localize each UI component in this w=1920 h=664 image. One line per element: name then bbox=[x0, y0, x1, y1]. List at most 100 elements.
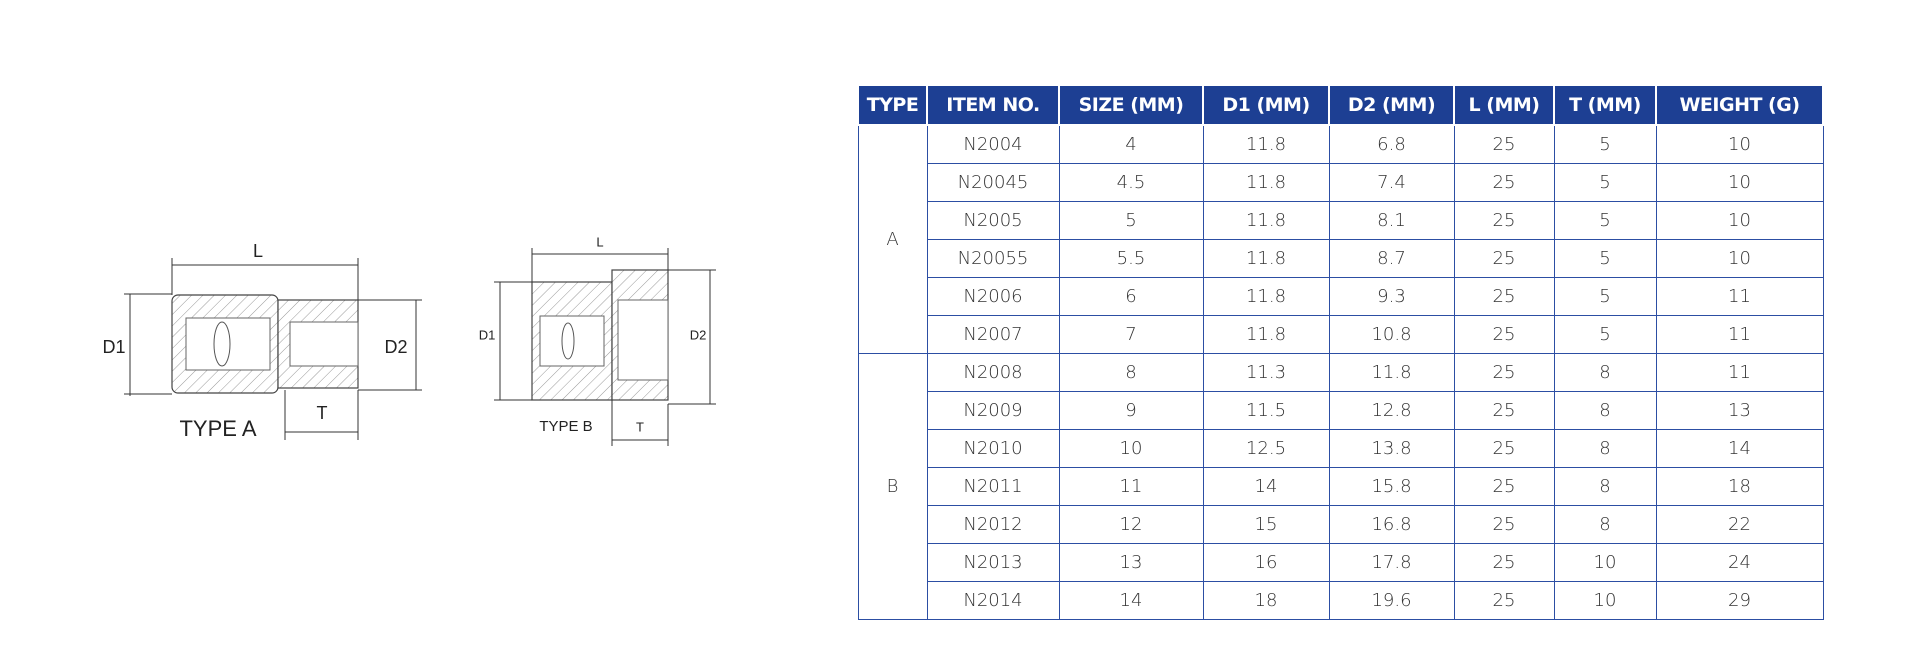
table-cell: 5 bbox=[1553, 163, 1657, 202]
column-header: WEIGHT (G) bbox=[1655, 86, 1824, 126]
table-cell: 11 bbox=[1058, 467, 1204, 506]
table-cell: N2013 bbox=[926, 543, 1060, 582]
table-cell: 19.6 bbox=[1328, 581, 1455, 620]
socket-hole bbox=[561, 322, 575, 360]
dim-label: T bbox=[636, 419, 644, 434]
table-cell: 16 bbox=[1202, 543, 1330, 582]
table-cell: 11.3 bbox=[1202, 353, 1330, 392]
table-cell: 9 bbox=[1058, 391, 1204, 430]
table-cell: 14 bbox=[1655, 429, 1824, 468]
diagram-caption: TYPE A bbox=[179, 416, 256, 441]
table-cell: 11.8 bbox=[1202, 315, 1330, 354]
table-cell: 16.8 bbox=[1328, 505, 1455, 544]
table-cell: 13 bbox=[1655, 391, 1824, 430]
table-cell: 25 bbox=[1453, 277, 1555, 316]
table-cell: N20055 bbox=[926, 239, 1060, 278]
table-row: N2007 7 11.8 10.8 25 5 11 bbox=[858, 315, 1824, 354]
table-row: N2009 9 11.5 12.8 25 8 13 bbox=[858, 391, 1824, 430]
table-cell: 18 bbox=[1655, 467, 1824, 506]
column-header: SIZE (MM) bbox=[1058, 86, 1204, 126]
table-cell: N2006 bbox=[926, 277, 1060, 316]
column-header: D1 (MM) bbox=[1202, 86, 1330, 126]
table-row: N2013 13 16 17.8 25 10 24 bbox=[858, 543, 1824, 582]
table-cell: 8 bbox=[1553, 505, 1657, 544]
table-cell: 8 bbox=[1553, 429, 1657, 468]
table-cell: N2012 bbox=[926, 505, 1060, 544]
table-cell: 5 bbox=[1553, 124, 1657, 164]
table-cell: N2008 bbox=[926, 353, 1060, 392]
table-cell: 24 bbox=[1655, 543, 1824, 582]
table-cell: 25 bbox=[1453, 353, 1555, 392]
column-header: ITEM NO. bbox=[926, 86, 1060, 126]
dim-label: D2 bbox=[384, 337, 407, 357]
table-cell: 25 bbox=[1453, 391, 1555, 430]
table-row: A N2004 4 11.8 6.8 25 5 10 bbox=[857, 124, 1824, 354]
table-cell: 25 bbox=[1453, 124, 1555, 164]
table-cell: N2004 bbox=[926, 124, 1060, 164]
drive-bore bbox=[289, 321, 359, 367]
table-cell: 12 bbox=[1058, 505, 1204, 544]
table-cell: 18 bbox=[1202, 581, 1330, 620]
header-row: TYPE ITEM NO. SIZE (MM) D1 (MM) D2 (MM) L (MM… bbox=[857, 86, 1824, 126]
table-body: A N2004 4 11.8 6.8 25 5 10 N20045 4.5 11.8 7.4 25 5 10… bbox=[857, 124, 1824, 620]
table-cell: 11.8 bbox=[1202, 239, 1330, 278]
table-cell: 8.7 bbox=[1328, 239, 1455, 278]
table-row: N2011 11 14 15.8 25 8 18 bbox=[858, 467, 1824, 506]
table-row: N2006 6 11.8 9.3 25 5 11 bbox=[858, 277, 1824, 316]
table-row: N20055 5.5 11.8 8.7 25 5 10 bbox=[858, 239, 1824, 278]
table-row: N20045 4.5 11.8 7.4 25 5 10 bbox=[858, 163, 1824, 202]
table-cell: 10 bbox=[1655, 163, 1824, 202]
socket-hole bbox=[213, 321, 231, 367]
table-cell: 11.8 bbox=[1202, 124, 1330, 164]
table-cell: 25 bbox=[1453, 505, 1555, 544]
table-cell: N2009 bbox=[926, 391, 1060, 430]
table-cell: 25 bbox=[1453, 467, 1555, 506]
table-cell: 25 bbox=[1453, 201, 1555, 240]
table-cell: 8 bbox=[1553, 391, 1657, 430]
table-cell: 15 bbox=[1202, 505, 1330, 544]
table-cell: 6.8 bbox=[1328, 124, 1455, 164]
table-cell: 4 bbox=[1058, 124, 1204, 164]
table-cell: 13 bbox=[1058, 543, 1204, 582]
table-cell: 5 bbox=[1553, 201, 1657, 240]
table-row: B N2008 8 11.3 11.8 25 8 11 bbox=[857, 353, 1824, 620]
table-cell: 6 bbox=[1058, 277, 1204, 316]
table-cell: 11 bbox=[1655, 315, 1824, 354]
table-cell: 8 bbox=[1553, 353, 1657, 392]
table-cell: 10 bbox=[1655, 239, 1824, 278]
table-cell: 12.8 bbox=[1328, 391, 1455, 430]
table-cell: 15.8 bbox=[1328, 467, 1455, 506]
spec-table: TYPE ITEM NO. SIZE (MM) D1 (MM) D2 (MM) L (MM… bbox=[857, 86, 1824, 620]
table-cell: 10 bbox=[1553, 581, 1657, 620]
table-cell: 14 bbox=[1058, 581, 1204, 620]
table-cell: 5.5 bbox=[1058, 239, 1204, 278]
table-cell: 11.8 bbox=[1328, 353, 1455, 392]
type-b-drawing: L D1 D2 T TYPE B bbox=[479, 234, 716, 446]
table-cell: 11.8 bbox=[1202, 163, 1330, 202]
table-cell: N20045 bbox=[926, 163, 1060, 202]
table-cell: 12.5 bbox=[1202, 429, 1330, 468]
table-cell: 10 bbox=[1655, 124, 1824, 164]
table-row: N2010 10 12.5 13.8 25 8 14 bbox=[858, 429, 1824, 468]
table-cell: 8 bbox=[1553, 467, 1657, 506]
dim-label: T bbox=[317, 403, 328, 423]
dim-label: D2 bbox=[690, 327, 707, 342]
table-cell: 7 bbox=[1058, 315, 1204, 354]
socket-drawings: L D1 D2 T TYPE A L D1 D2 T TYPE B bbox=[102, 234, 716, 446]
dim-label: L bbox=[253, 241, 263, 261]
table-cell: 17.8 bbox=[1328, 543, 1455, 582]
table-cell: N2010 bbox=[926, 429, 1060, 468]
dim-label: D1 bbox=[102, 337, 125, 357]
table-cell: 25 bbox=[1453, 315, 1555, 354]
table-cell: 29 bbox=[1655, 581, 1824, 620]
table-cell: 10 bbox=[1655, 201, 1824, 240]
table-cell: 4.5 bbox=[1058, 163, 1204, 202]
table-cell: 5 bbox=[1553, 277, 1657, 316]
table-cell: 13.8 bbox=[1328, 429, 1455, 468]
table-cell: 11 bbox=[1655, 353, 1824, 392]
table-cell: 11.8 bbox=[1202, 277, 1330, 316]
table-cell: 5 bbox=[1553, 315, 1657, 354]
dim-label: L bbox=[596, 234, 603, 249]
table-cell: 11 bbox=[1655, 277, 1824, 316]
